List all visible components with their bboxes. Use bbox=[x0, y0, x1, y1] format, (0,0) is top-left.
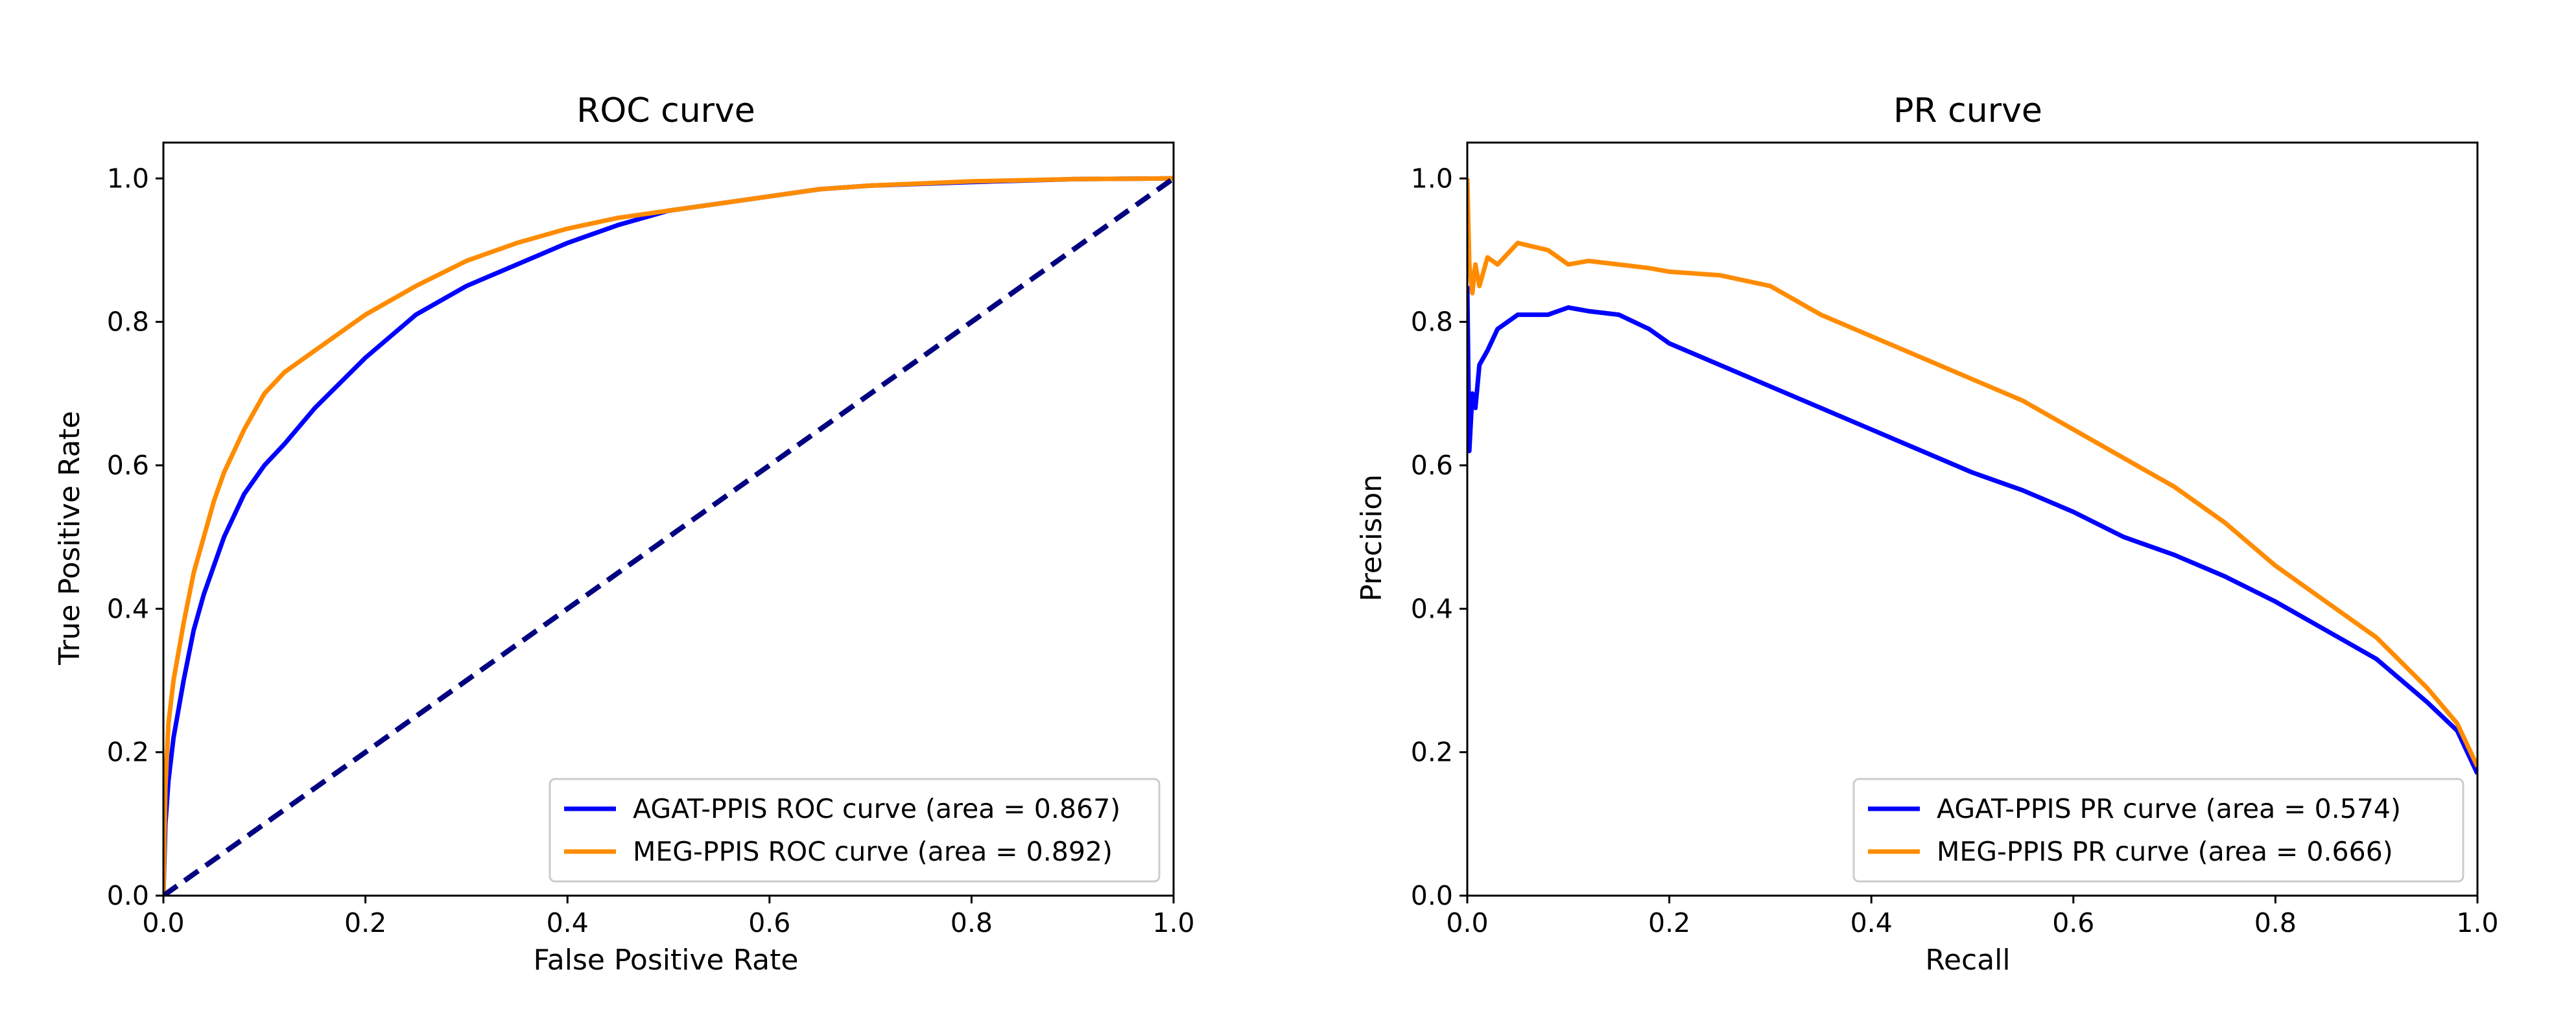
roc-ytick-label: 1.0 bbox=[107, 163, 149, 194]
roc-legend-label: MEG-PPIS ROC curve (area = 0.892) bbox=[633, 836, 1113, 867]
pr-panel: PR curve Recall Precision 0.0 0.2 0.4 0.6 0.… bbox=[1355, 91, 2499, 977]
roc-ytick-label: 0.2 bbox=[107, 737, 149, 768]
pr-xtick-label: 0.2 bbox=[1648, 907, 1690, 938]
pr-ytick-label: 0.8 bbox=[1411, 307, 1453, 338]
roc-legend-box bbox=[549, 778, 1161, 883]
pr-legend-label: AGAT-PPIS PR curve (area = 0.574) bbox=[1937, 793, 2401, 824]
roc-xtick-label: 0.8 bbox=[951, 907, 993, 938]
roc-panel: ROC curve False Positive Rate True Posit… bbox=[53, 91, 1195, 977]
pr-series-line-0 bbox=[1467, 286, 2477, 775]
pr-title: PR curve bbox=[1893, 91, 2042, 130]
roc-ytick-label: 0.4 bbox=[107, 593, 149, 624]
pr-ytick-label: 0.0 bbox=[1411, 880, 1453, 911]
pr-series-line-1 bbox=[1467, 178, 2477, 768]
pr-legend-box bbox=[1852, 778, 2464, 883]
roc-title: ROC curve bbox=[576, 91, 755, 130]
pr-ytick-label: 0.4 bbox=[1411, 593, 1453, 624]
roc-axes-frame bbox=[162, 141, 1175, 897]
roc-xtick-label: 1.0 bbox=[1152, 907, 1194, 938]
roc-legend-label: AGAT-PPIS ROC curve (area = 0.867) bbox=[633, 793, 1120, 824]
pr-ytick-label: 0.2 bbox=[1411, 737, 1453, 768]
pr-ylabel: Precision bbox=[1355, 474, 1388, 601]
roc-xtick-label: 0.0 bbox=[142, 907, 184, 938]
pr-xtick-label: 0.0 bbox=[1446, 907, 1488, 938]
roc-xtick-label: 0.4 bbox=[547, 907, 589, 938]
roc-ylabel: True Positive Rate bbox=[53, 411, 86, 666]
pr-axes-frame bbox=[1466, 141, 2479, 897]
roc-xtick-label: 0.6 bbox=[748, 907, 790, 938]
roc-ytick-label: 0.6 bbox=[107, 450, 149, 481]
pr-xlabel: Recall bbox=[1925, 944, 2010, 977]
pr-xtick-label: 0.8 bbox=[2254, 907, 2297, 938]
roc-xtick-label: 0.2 bbox=[344, 907, 386, 938]
pr-legend-label: MEG-PPIS PR curve (area = 0.666) bbox=[1937, 836, 2393, 867]
pr-xtick-label: 0.4 bbox=[1850, 907, 1893, 938]
roc-ytick-label: 0.0 bbox=[107, 880, 149, 911]
roc-series-line-1 bbox=[163, 176, 1174, 896]
roc-xlabel: False Positive Rate bbox=[534, 944, 799, 977]
pr-ytick-label: 1.0 bbox=[1411, 163, 1453, 194]
pr-xtick-label: 1.0 bbox=[2456, 907, 2498, 938]
roc-ytick-label: 0.8 bbox=[107, 307, 149, 338]
pr-xtick-label: 0.6 bbox=[2052, 907, 2094, 938]
pr-ytick-label: 0.6 bbox=[1411, 450, 1453, 481]
